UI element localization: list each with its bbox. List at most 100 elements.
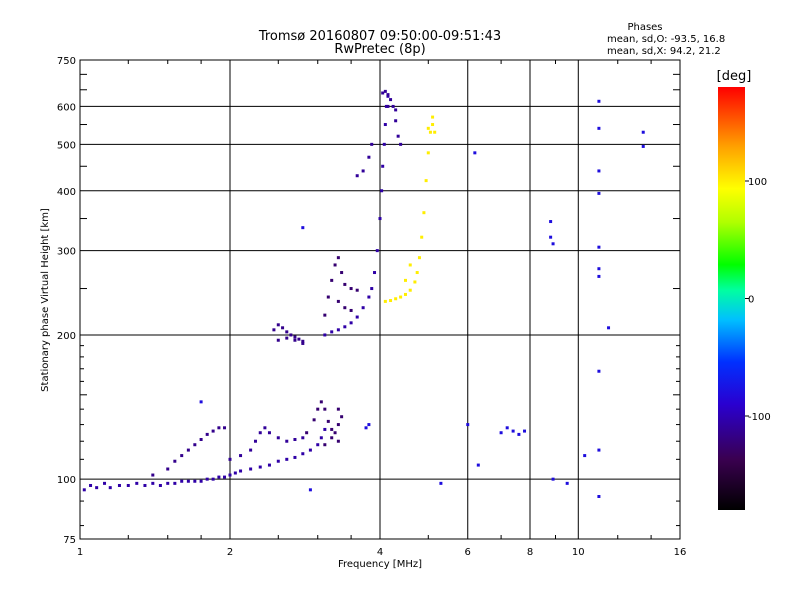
- data-point: [361, 306, 365, 310]
- data-point: [217, 426, 221, 430]
- data-point: [158, 483, 162, 487]
- data-point: [285, 336, 289, 340]
- data-point: [143, 483, 147, 487]
- data-point: [466, 423, 470, 427]
- data-point: [267, 431, 271, 435]
- data-point: [386, 104, 390, 108]
- data-point: [597, 369, 601, 373]
- data-point: [399, 142, 403, 146]
- data-point: [223, 475, 227, 479]
- x-tick-label: 16: [674, 547, 687, 558]
- data-point: [263, 426, 267, 430]
- data-point: [403, 278, 407, 282]
- data-point: [597, 191, 601, 195]
- x-tick-label: 4: [377, 547, 383, 558]
- data-point: [383, 299, 387, 303]
- data-point: [199, 479, 203, 483]
- data-point: [413, 280, 417, 284]
- data-point: [367, 295, 371, 299]
- data-point: [217, 475, 221, 479]
- data-point: [499, 431, 503, 435]
- data-point: [319, 436, 323, 440]
- x-tick-label: 2: [227, 547, 233, 558]
- data-point: [551, 242, 555, 246]
- data-point: [415, 271, 419, 275]
- data-point: [386, 93, 390, 97]
- stats-heading: Phases: [627, 22, 662, 33]
- y-tick-label: 400: [57, 187, 76, 198]
- data-point: [330, 427, 334, 431]
- data-point: [433, 130, 437, 134]
- data-point: [336, 423, 340, 427]
- data-point: [330, 436, 334, 440]
- data-point: [597, 494, 601, 498]
- data-point: [285, 330, 289, 334]
- data-point: [239, 469, 243, 473]
- data-point: [326, 419, 330, 423]
- data-point: [95, 486, 99, 490]
- data-point: [386, 94, 390, 98]
- y-tick-label: 750: [57, 56, 76, 67]
- data-point: [323, 443, 327, 447]
- data-point: [293, 455, 297, 459]
- data-point: [330, 330, 334, 334]
- data-point: [186, 448, 190, 452]
- colorbar-tick-label: 0: [748, 295, 754, 306]
- data-point: [597, 126, 601, 130]
- y-axis: 75 100 200 300 400 500 600 750: [57, 56, 680, 546]
- x-tick-label: 1: [77, 547, 83, 558]
- data-point: [549, 220, 553, 224]
- data-point: [301, 339, 305, 343]
- data-points: [82, 89, 645, 498]
- data-point: [370, 142, 374, 146]
- data-point: [267, 463, 271, 467]
- y-axis-label: Stationary phase Virtual Height [km]: [40, 208, 51, 392]
- data-point: [597, 267, 601, 271]
- data-point: [253, 439, 257, 443]
- data-point: [211, 477, 215, 481]
- data-point: [383, 89, 387, 93]
- y-tick-label: 500: [57, 140, 76, 151]
- colorbar-tick-label: -100: [748, 412, 771, 423]
- data-point: [597, 448, 601, 452]
- data-point: [305, 431, 309, 435]
- data-point: [428, 130, 432, 134]
- data-point: [431, 115, 435, 119]
- data-point: [308, 448, 312, 452]
- data-point: [336, 439, 340, 443]
- data-point: [375, 249, 379, 253]
- stats-o-mode: mean, sd,O: -93.5, 16.8: [607, 34, 725, 45]
- data-point: [424, 179, 428, 183]
- data-point: [180, 479, 184, 483]
- data-point: [151, 481, 155, 485]
- data-point: [349, 321, 353, 325]
- data-point: [399, 295, 403, 299]
- data-point: [426, 151, 430, 155]
- data-point: [389, 98, 393, 102]
- data-point: [308, 488, 312, 492]
- data-point: [349, 308, 353, 312]
- data-point: [355, 288, 359, 292]
- colorbar-label: [deg]: [717, 69, 752, 84]
- data-point: [193, 443, 197, 447]
- data-point: [597, 169, 601, 173]
- data-point: [108, 486, 112, 490]
- data-point: [364, 426, 368, 430]
- data-point: [583, 454, 587, 458]
- data-point: [343, 306, 347, 310]
- data-point: [103, 481, 107, 485]
- data-point: [173, 459, 177, 463]
- data-point: [249, 467, 253, 471]
- data-point: [370, 287, 374, 291]
- data-point: [301, 226, 305, 230]
- data-point: [312, 418, 316, 422]
- data-point: [383, 123, 387, 127]
- data-point: [473, 151, 477, 155]
- data-point: [641, 130, 645, 134]
- data-point: [343, 325, 347, 329]
- data-point: [367, 423, 371, 427]
- data-point: [301, 436, 305, 440]
- data-point: [199, 400, 203, 404]
- data-point: [319, 400, 323, 404]
- data-point: [408, 288, 412, 292]
